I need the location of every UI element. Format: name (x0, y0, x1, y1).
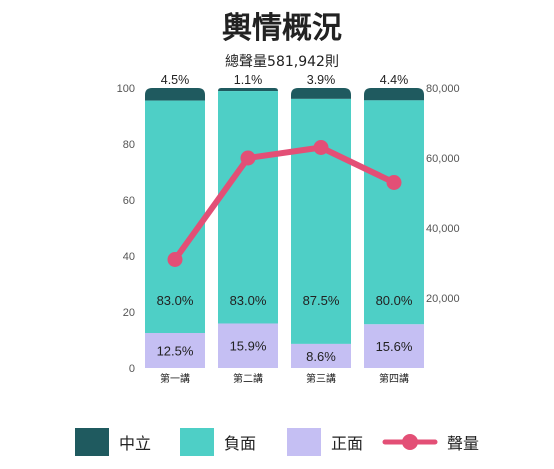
bar-segment-positive (291, 343, 351, 368)
negative-data-label: 80.0% (376, 293, 413, 308)
volume-line (172, 144, 397, 263)
legend-swatch (287, 428, 321, 456)
volume-line-group (167, 140, 402, 267)
positive-data-label: 8.6% (306, 349, 336, 364)
right-tick-label: 60,000 (426, 153, 460, 165)
legend-item: 負面 (180, 428, 256, 456)
legend-swatch (75, 428, 109, 456)
legend-label: 聲量 (447, 434, 479, 453)
volume-point (240, 150, 256, 166)
neutral-data-label: 1.1% (234, 73, 263, 87)
bar-segment-neutral (218, 88, 278, 92)
legend-label: 正面 (331, 434, 363, 453)
positive-data-label: 15.9% (230, 339, 267, 354)
bar-segment-negative (291, 98, 351, 344)
legend-item: 正面 (287, 428, 363, 456)
left-tick-label: 100 (117, 83, 135, 95)
chart-legend: 中立 負面 正面 聲量 (75, 428, 479, 456)
volume-point (386, 175, 402, 190)
left-tick-label: 80 (123, 139, 135, 151)
bar-segment-negative (364, 100, 424, 325)
positive-data-label: 12.5% (157, 344, 194, 359)
bar-segment-neutral (145, 88, 205, 101)
bar-segment-negative (145, 100, 205, 333)
legend-item: 中立 (75, 428, 151, 456)
bar-stack: 15.9% 83.0% 1.1% 第二講 (218, 73, 278, 385)
right-tick-label: 80,000 (426, 83, 460, 95)
volume-point (167, 252, 183, 267)
negative-data-label: 83.0% (230, 293, 267, 308)
neutral-data-label: 4.4% (380, 73, 409, 87)
legend-marker (402, 434, 418, 450)
right-tick-label: 20,000 (426, 293, 460, 305)
legend-swatch (180, 428, 214, 456)
bar-stack: 8.6% 87.5% 3.9% 第三講 (291, 73, 351, 385)
bar-segment-positive (364, 324, 424, 368)
legend-label: 中立 (119, 434, 151, 453)
category-label: 第二講 (233, 372, 263, 385)
negative-data-label: 87.5% (303, 293, 340, 308)
bar-stack: 12.5% 83.0% 4.5% 第一講 (145, 73, 205, 385)
left-tick-label: 40 (123, 251, 135, 263)
category-label: 第三講 (306, 372, 336, 385)
left-tick-label: 0 (129, 363, 135, 375)
right-tick-label: 40,000 (426, 223, 460, 235)
legend-label: 負面 (224, 434, 256, 453)
left-tick-label: 20 (123, 307, 135, 319)
bar-segment-positive (145, 333, 205, 368)
chart-subtitle: 總聲量581,942則 (225, 53, 339, 70)
left-tick-label: 60 (123, 195, 135, 207)
category-label: 第四講 (379, 372, 409, 385)
volume-point (313, 140, 329, 155)
bar-segment-negative (218, 91, 278, 324)
neutral-data-label: 4.5% (161, 73, 190, 87)
bar-stack: 15.6% 80.0% 4.4% 第四講 (364, 73, 424, 385)
bar-group: 12.5% 83.0% 4.5% 第一講 15.9% 83.0% 1.1% 第二講 8.6% 87… (145, 73, 424, 385)
bar-segment-neutral (364, 88, 424, 101)
positive-data-label: 15.6% (376, 339, 413, 354)
left-axis: 0 20 40 60 80 100 (117, 83, 135, 375)
bar-segment-neutral (291, 88, 351, 99)
negative-data-label: 83.0% (157, 293, 194, 308)
category-label: 第一講 (160, 372, 190, 385)
neutral-data-label: 3.9% (307, 73, 336, 87)
right-axis: 20,000 40,000 60,000 80,000 (426, 83, 460, 305)
bar-segment-positive (218, 323, 278, 368)
chart-title: 輿情概況 (222, 11, 342, 46)
legend-item: 聲量 (382, 434, 479, 453)
